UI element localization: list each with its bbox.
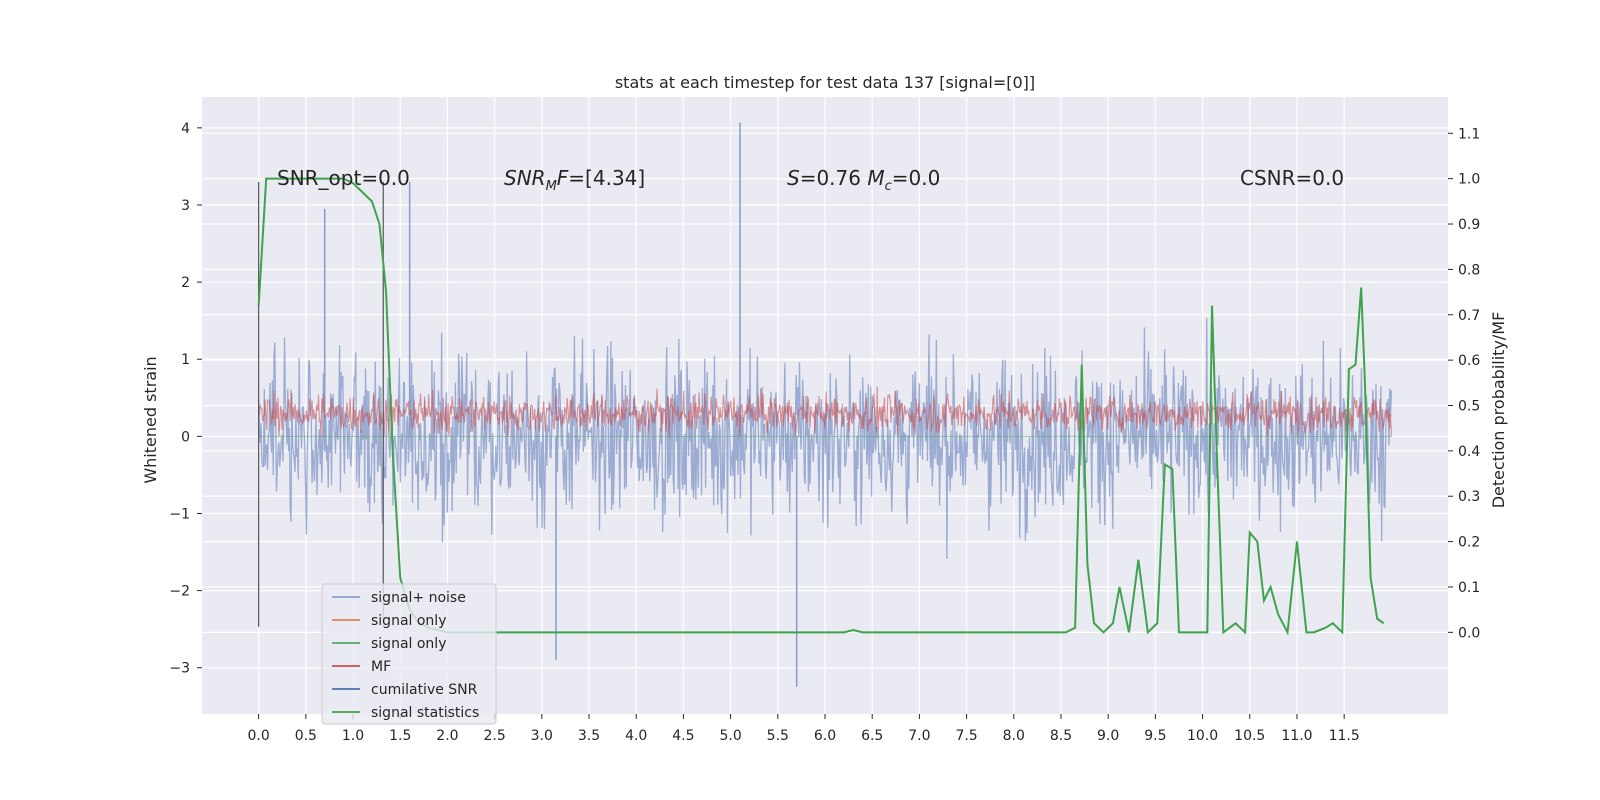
x-tick-label: 6.5 [861, 728, 883, 744]
y-tick-label: 2 [181, 275, 190, 291]
y2-tick-label: 0.4 [1458, 444, 1480, 460]
x-tick-label: 4.0 [625, 728, 647, 744]
y2-tick-label: 0.8 [1458, 262, 1480, 278]
y-tick-label: 4 [181, 121, 190, 137]
x-tick-label: 1.5 [389, 728, 411, 744]
y2-tick-label: 1.1 [1458, 126, 1480, 142]
annotation-csnr: CSNR=0.0 [1240, 166, 1344, 190]
x-tick-label: 5.5 [767, 728, 789, 744]
x-tick-label: 3.0 [531, 728, 553, 744]
y-tick-label: −3 [169, 661, 190, 677]
y2-axis-label: Detection probability/MF [1489, 312, 1508, 509]
x-tick-label: 11.5 [1329, 728, 1360, 744]
y-tick-label: 3 [181, 198, 190, 214]
x-tick-label: 2.0 [436, 728, 458, 744]
legend-label: signal+ noise [371, 590, 466, 606]
x-tick-label: 4.5 [672, 728, 694, 744]
y2-tick-label: 0.6 [1458, 353, 1480, 369]
y-tick-label: −2 [169, 584, 190, 600]
y2-axis-ticks: 1.1 1.0 0.9 0.8 0.7 0.6 0.5 0.4 0.3 0.2 0.1 0.0 [1448, 126, 1480, 641]
x-tick-label: 0.0 [248, 728, 270, 744]
y2-tick-label: 0.7 [1458, 308, 1480, 324]
legend-label: MF [371, 659, 391, 675]
x-tick-label: 8.5 [1050, 728, 1072, 744]
x-tick-label: 10.5 [1234, 728, 1265, 744]
y-axis-ticks: 4 3 2 1 0 −1 −2 −3 [169, 121, 202, 677]
legend-label: signal statistics [371, 705, 479, 721]
legend-label: cumilative SNR [371, 682, 478, 698]
mf-line [258, 386, 1392, 437]
x-tick-label: 6.0 [814, 728, 836, 744]
legend-label: signal only [371, 613, 446, 629]
signal-noise-series [257, 122, 1393, 688]
legend-box [321, 583, 497, 725]
x-axis-ticks: 0.0 0.5 1.0 1.5 2.0 2.5 3.0 3.5 4.0 4.5 5.0 5.5 6.0 6… [248, 714, 1360, 744]
y2-tick-label: 1.0 [1458, 172, 1480, 188]
y2-tick-label: 0.1 [1458, 580, 1480, 596]
x-tick-label: 10.0 [1187, 728, 1218, 744]
signal-noise-line [257, 318, 1393, 559]
x-tick-label: 11.0 [1281, 728, 1312, 744]
x-tick-label: 5.0 [719, 728, 741, 744]
x-tick-label: 1.0 [342, 728, 364, 744]
y2-tick-label: 0.5 [1458, 399, 1480, 415]
x-tick-label: 7.0 [908, 728, 930, 744]
annotation-snr-opt: SNR_opt=0.0 [277, 166, 410, 190]
y2-tick-label: 0.2 [1458, 535, 1480, 551]
x-tick-label: 3.5 [578, 728, 600, 744]
mf-series [258, 386, 1392, 437]
y2-tick-label: 0.3 [1458, 489, 1480, 505]
x-tick-label: 2.5 [483, 728, 505, 744]
chart-title: stats at each timestep for test data 137… [615, 73, 1035, 92]
legend-label: signal only [371, 636, 446, 652]
y-tick-label: 0 [181, 429, 190, 445]
signal-statistics-line [257, 177, 1385, 636]
y-axis-label: Whitened strain [141, 356, 160, 483]
x-tick-label: 0.5 [295, 728, 317, 744]
x-tick-label: 8.0 [1003, 728, 1025, 744]
x-tick-label: 7.5 [955, 728, 977, 744]
y-tick-label: −1 [169, 506, 190, 522]
y-tick-label: 1 [181, 352, 190, 368]
x-tick-label: 9.5 [1144, 728, 1166, 744]
annotation-s-mc: S=0.76 Mc=0.0 [787, 166, 940, 194]
legend: signal+ noise signal only signal only MF cum… [321, 583, 497, 725]
signal-statistics-series [257, 177, 1385, 636]
annotation-snr-mf: SNRMF=[4.34] [504, 166, 645, 194]
x-tick-label: 9.0 [1097, 728, 1119, 744]
y2-tick-label: 0.9 [1458, 217, 1480, 233]
y2-tick-label: 0.0 [1458, 625, 1480, 641]
